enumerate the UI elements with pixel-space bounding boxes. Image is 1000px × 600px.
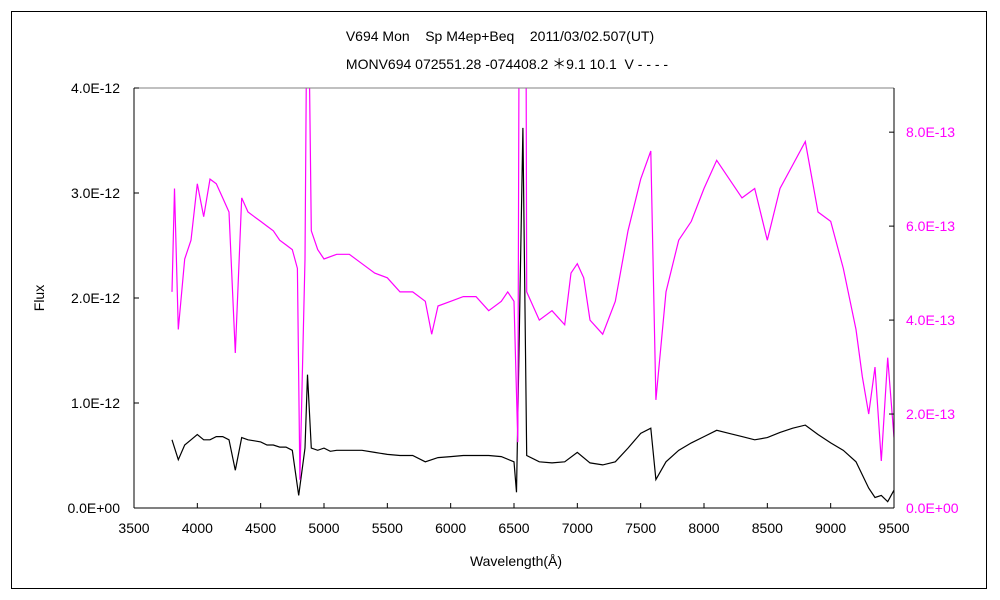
x-tick-label: 7000 xyxy=(562,520,593,536)
x-axis-label: Wavelength(Å) xyxy=(470,553,562,569)
x-tick-label: 4000 xyxy=(182,520,213,536)
x-tick-label: 8000 xyxy=(688,520,719,536)
y-tick-label-left: 4.0E-12 xyxy=(71,80,120,96)
y-axis-label: Flux xyxy=(31,285,47,311)
y-tick-label-right: 0.0E+00 xyxy=(906,500,959,516)
x-tick-label: 9500 xyxy=(878,520,909,536)
x-tick-label: 7500 xyxy=(625,520,656,536)
series-line-right xyxy=(171,88,894,480)
y-tick-label-right: 2.0E-13 xyxy=(906,406,955,422)
x-tick-label: 3500 xyxy=(118,520,149,536)
y-tick-label-left: 2.0E-12 xyxy=(71,290,120,306)
y-tick-label-right: 4.0E-13 xyxy=(906,312,955,328)
x-tick-label: 5000 xyxy=(308,520,339,536)
x-tick-label: 5500 xyxy=(372,520,403,536)
y-tick-label-left: 1.0E-12 xyxy=(71,395,120,411)
series-line-left xyxy=(171,127,894,503)
x-tick-label: 6500 xyxy=(498,520,529,536)
x-tick-label: 9000 xyxy=(815,520,846,536)
chart-frame xyxy=(11,11,987,589)
chart-subtitle: MONV694 072551.28 -074408.2 ＊9.1 10.1 V … xyxy=(346,56,669,72)
x-tick-label: 4500 xyxy=(245,520,276,536)
y-tick-label-left: 3.0E-12 xyxy=(71,185,120,201)
y-tick-label-right: 8.0E-13 xyxy=(906,124,955,140)
chart-title: V694 Mon Sp M4ep+Beq 2011/03/02.507(UT) xyxy=(346,28,654,44)
x-tick-label: 6000 xyxy=(435,520,466,536)
x-tick-label: 8500 xyxy=(752,520,783,536)
y-tick-label-left: 0.0E+00 xyxy=(67,500,120,516)
y-tick-label-right: 6.0E-13 xyxy=(906,218,955,234)
